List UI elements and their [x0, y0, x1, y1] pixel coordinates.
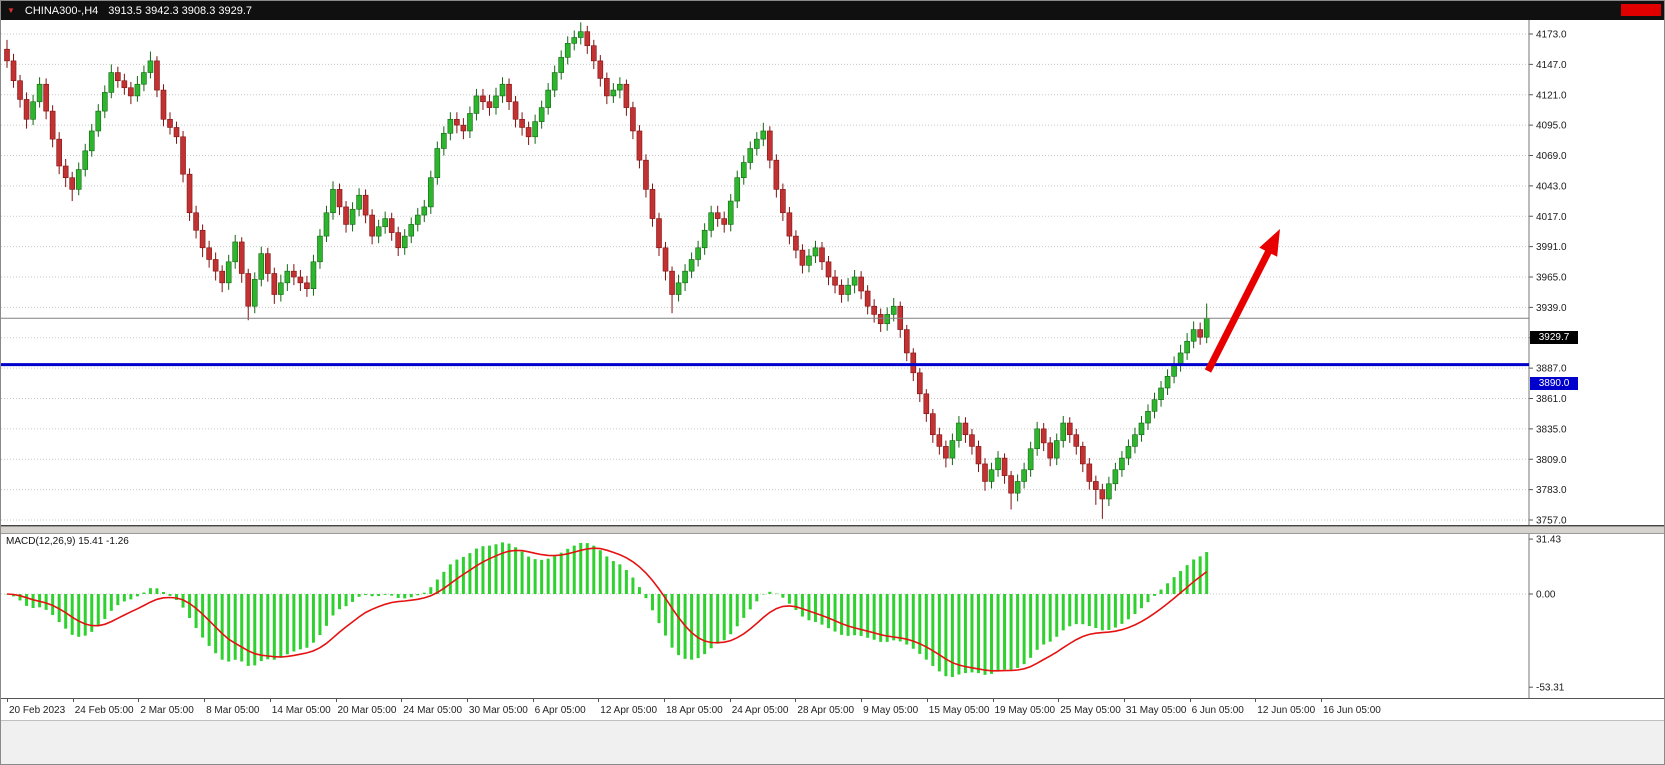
price-gridlines: [1, 33, 1533, 521]
time-tick: [1058, 699, 1060, 702]
svg-text:3809.0: 3809.0: [1536, 455, 1567, 466]
candles: [4, 22, 1210, 519]
time-tick: [532, 699, 534, 702]
time-axis-label: 2 Mar 05:00: [140, 705, 194, 716]
time-axis-label: 6 Jun 05:00: [1191, 705, 1244, 716]
svg-text:3757.0: 3757.0: [1536, 516, 1567, 527]
svg-text:4095.0: 4095.0: [1536, 121, 1567, 132]
time-tick: [926, 699, 928, 702]
time-tick: [861, 699, 863, 702]
time-axis-label: 30 Mar 05:00: [468, 705, 528, 716]
time-tick: [1123, 699, 1125, 702]
highlight-marker: [1621, 4, 1661, 16]
time-axis-label: 12 Apr 05:00: [600, 705, 658, 716]
svg-text:4043.0: 4043.0: [1536, 181, 1567, 192]
time-tick: [204, 699, 206, 702]
time-axis-label: 18 Apr 05:00: [666, 705, 723, 716]
time-tick: [401, 699, 403, 702]
time-axis-label: 31 May 05:00: [1125, 705, 1187, 716]
time-tick: [598, 699, 600, 702]
time-axis-label: 8 Mar 05:00: [206, 705, 260, 716]
time-tick: [269, 699, 271, 702]
macd-chart-canvas[interactable]: 31.43 0.00 -53.31: [1, 534, 1664, 698]
time-axis-label: 12 Jun 05:00: [1257, 705, 1316, 716]
svg-text:4069.0: 4069.0: [1536, 151, 1567, 162]
svg-text:3991.0: 3991.0: [1536, 242, 1567, 253]
svg-text:4017.0: 4017.0: [1536, 212, 1567, 223]
ohlc-readout: 3913.5 3942.3 3908.3 3929.7: [108, 4, 253, 17]
time-axis-label: 24 Feb 05:00: [74, 705, 134, 716]
time-axis-label: 24 Apr 05:00: [731, 705, 789, 716]
svg-text:4121.0: 4121.0: [1536, 90, 1567, 101]
trend-arrow-head: [1259, 229, 1280, 257]
svg-text:3835.0: 3835.0: [1536, 424, 1567, 435]
time-tick: [72, 699, 74, 702]
time-axis-label: 16 Jun 05:00: [1323, 705, 1381, 716]
time-axis-label: 25 May 05:00: [1060, 705, 1121, 716]
svg-text:-53.31: -53.31: [1536, 683, 1565, 694]
time-axis-label: 28 Apr 05:00: [797, 705, 855, 716]
panel-separator[interactable]: [1, 526, 1664, 534]
time-axis-label: 24 Mar 05:00: [403, 705, 463, 716]
trend-arrow-shaft: [1204, 245, 1275, 373]
svg-text:0.00: 0.00: [1536, 590, 1556, 601]
svg-text:3887.0: 3887.0: [1536, 364, 1567, 375]
macd-histogram: [5, 542, 1209, 677]
price-level-badge: 3890.0: [1530, 377, 1578, 391]
time-axis-label: 19 May 05:00: [994, 705, 1056, 716]
svg-text:4147.0: 4147.0: [1536, 60, 1567, 71]
chart-title-bar: ▼ CHINA300-,H4 3913.5 3942.3 3908.3 3929…: [1, 1, 1664, 20]
svg-text:31.43: 31.43: [1536, 535, 1561, 546]
time-axis-label: 14 Mar 05:00: [271, 705, 331, 716]
svg-text:4173.0: 4173.0: [1536, 30, 1567, 41]
time-tick: [664, 699, 665, 702]
price-chart-canvas[interactable]: 4173.0 4147.0 4121.0 4095.0 4069.0 4043.0 4017…: [1, 20, 1664, 526]
time-axis[interactable]: 20 Feb 2023 24 Feb 05:00 2 Mar 05:00 8 Mar …: [1, 698, 1664, 721]
time-tick: [466, 699, 468, 702]
price-axis-labels: 4173.0 4147.0 4121.0 4095.0 4069.0 4043.0 4017…: [1536, 30, 1567, 527]
svg-text:3783.0: 3783.0: [1536, 485, 1567, 496]
time-tick: [7, 699, 8, 702]
symbol-timeframe-label: CHINA300-,H4: [24, 4, 99, 17]
time-tick: [138, 699, 140, 702]
svg-text:3965.0: 3965.0: [1536, 273, 1567, 284]
time-tick: [1321, 699, 1322, 702]
symbol-dropdown-icon[interactable]: ▼: [7, 6, 15, 15]
svg-text:3939.0: 3939.0: [1536, 303, 1567, 314]
time-axis-label: 9 May 05:00: [863, 705, 919, 716]
time-axis-label: 20 Feb 2023: [9, 705, 66, 716]
time-tick: [1255, 699, 1257, 702]
current-price-badge: 3929.7: [1530, 330, 1578, 344]
time-tick: [335, 699, 337, 702]
time-tick: [729, 699, 731, 702]
time-axis-label: 6 Apr 05:00: [534, 705, 586, 716]
macd-axis-labels: 31.43 0.00 -53.31: [1536, 535, 1565, 694]
time-tick: [992, 699, 994, 702]
time-axis-label: 15 May 05:00: [928, 705, 990, 716]
time-axis-label: 20 Mar 05:00: [337, 705, 397, 716]
macd-signal-line: [6, 547, 1208, 672]
time-tick: [795, 699, 797, 702]
macd-panel[interactable]: 31.43 0.00 -53.31 MACD(12,26,9) 15.41 -1.2…: [1, 534, 1664, 698]
bottom-filler: [1, 720, 1664, 764]
svg-text:3861.0: 3861.0: [1536, 394, 1567, 405]
macd-indicator-label: MACD(12,26,9) 15.41 -1.26: [6, 536, 129, 547]
time-tick: [1189, 699, 1191, 702]
price-chart-panel[interactable]: 4173.0 4147.0 4121.0 4095.0 4069.0 4043.0 4017…: [1, 20, 1664, 526]
